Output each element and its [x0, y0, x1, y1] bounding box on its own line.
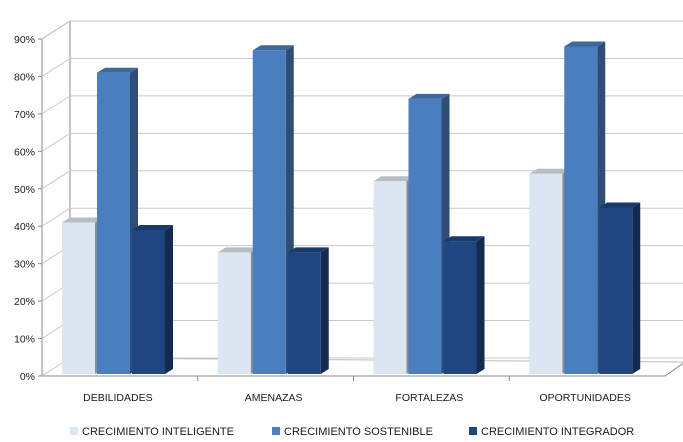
legend-swatch	[272, 427, 280, 435]
bar-top	[287, 247, 329, 253]
y-axis-ticks: 0% 10% 20% 30% 40% 50% 60% 70% 80% 90%	[14, 34, 35, 383]
bar-side	[476, 236, 485, 374]
bar-top	[97, 67, 138, 73]
gridline	[41, 95, 683, 115]
bar-front	[599, 207, 633, 374]
bar-top	[408, 93, 450, 99]
bar-front	[287, 252, 321, 374]
x-axis-categories: DEBILIDADES AMENAZAS FORTALEZAS OPORTUNIDAD…	[83, 376, 631, 404]
bar-front	[217, 252, 251, 374]
x-axis-line	[42, 362, 683, 377]
gridline	[41, 170, 683, 190]
gridline	[41, 20, 683, 40]
y-tick-label: 80%	[14, 71, 35, 83]
bar-top	[373, 176, 415, 182]
gridline	[41, 57, 683, 77]
bar-top	[599, 202, 641, 208]
bar-top	[443, 236, 485, 242]
legend-label: CRECIMIENTO SOSTENIBLE	[284, 426, 433, 437]
bar	[252, 45, 294, 374]
x-category-label: OPORTUNIDADES	[539, 392, 630, 404]
x-category-label: FORTALEZAS	[395, 392, 463, 404]
bar-side	[320, 247, 329, 374]
bar-front	[529, 173, 563, 374]
bar	[62, 217, 103, 374]
y-tick-label: 10%	[14, 334, 35, 346]
bar	[373, 176, 415, 374]
bar-top	[252, 45, 294, 51]
bar	[599, 202, 641, 374]
bar	[529, 168, 571, 374]
bar	[564, 41, 606, 374]
x-category-label: DEBILIDADES	[83, 392, 152, 404]
y-tick-label: 30%	[14, 259, 35, 271]
bar-side	[632, 202, 641, 374]
bar-front	[408, 98, 442, 375]
bar-top	[564, 41, 606, 47]
bar-front	[97, 72, 130, 374]
bar-top	[529, 168, 571, 174]
legend-swatch	[70, 427, 78, 435]
bar-top	[62, 217, 103, 223]
bars	[62, 41, 641, 375]
bar-front	[564, 46, 598, 374]
bar-front	[132, 229, 165, 374]
bar	[408, 93, 450, 375]
bar-top	[132, 224, 173, 230]
legend-label: CRECIMIENTO INTEGRADOR	[481, 426, 634, 437]
bar	[443, 236, 485, 374]
legend-label: CRECIMIENTO INTELIGENTE	[82, 426, 234, 437]
gridline	[41, 132, 683, 152]
bar	[217, 247, 259, 374]
y-tick-label: 70%	[14, 109, 35, 121]
legend-item: CRECIMIENTO INTEGRADOR	[469, 426, 634, 438]
y-tick-label: 50%	[14, 184, 35, 196]
bar	[132, 224, 173, 374]
bar	[287, 247, 329, 374]
bar-front	[373, 181, 407, 374]
legend-item: CRECIMIENTO INTELIGENTE	[70, 426, 234, 438]
x-category-label: AMENAZAS	[245, 392, 303, 404]
bar	[97, 67, 138, 374]
gridline	[41, 207, 683, 227]
legend: CRECIMIENTO INTELIGENTE CRECIMIENTO SOSTE…	[70, 426, 634, 438]
bar-side	[165, 224, 173, 374]
bar-front	[252, 50, 286, 374]
legend-swatch	[469, 427, 477, 435]
y-tick-label: 90%	[14, 34, 35, 46]
y-tick-label: 40%	[14, 221, 35, 233]
y-tick-label: 20%	[14, 296, 35, 308]
bar-front	[62, 222, 95, 374]
legend-item: CRECIMIENTO SOSTENIBLE	[272, 426, 433, 438]
y-tick-label: 0%	[20, 371, 35, 383]
bar-top	[217, 247, 259, 253]
y-tick-label: 60%	[14, 146, 35, 158]
bar-front	[443, 241, 477, 374]
